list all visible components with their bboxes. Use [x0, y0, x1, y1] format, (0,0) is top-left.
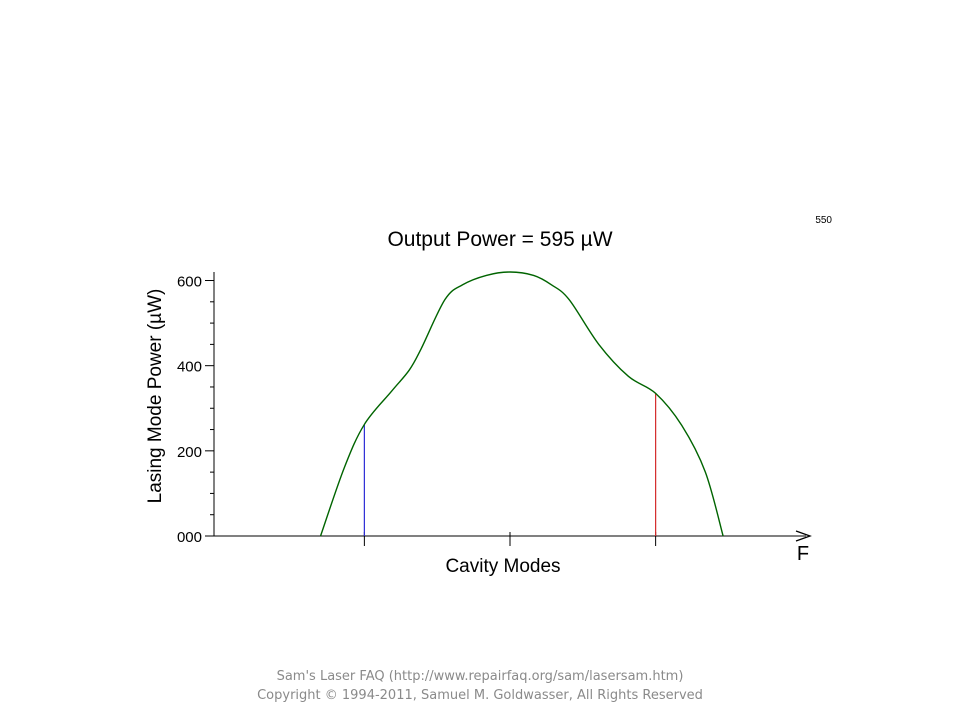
- x-axis-end-label: F: [797, 543, 809, 565]
- y-axis-label: Lasing Mode Power (µW): [145, 289, 166, 504]
- frame-number: 550: [815, 215, 832, 226]
- y-tick-label: 400: [177, 359, 202, 376]
- x-axis-label: Cavity Modes: [445, 556, 560, 577]
- x-ticks: [363, 532, 657, 546]
- y-tick-label: 200: [177, 444, 202, 461]
- y-major-ticks: 000 200 400 600: [177, 274, 214, 546]
- footer-source: Sam's Laser FAQ (http://www.repairfaq.or…: [276, 669, 684, 684]
- gain-curve-line: [319, 271, 724, 537]
- y-tick-label: 000: [177, 529, 202, 546]
- y-tick-label: 600: [177, 274, 202, 291]
- series-group: [319, 271, 724, 537]
- y-minor-ticks: [210, 301, 214, 516]
- footer-copyright: Copyright © 1994-2011, Samuel M. Goldwas…: [257, 688, 703, 703]
- x-axis-arrow-icon: [795, 530, 812, 542]
- chart-title: Output Power = 595 µW: [387, 228, 612, 251]
- mode-markers: [363, 393, 657, 536]
